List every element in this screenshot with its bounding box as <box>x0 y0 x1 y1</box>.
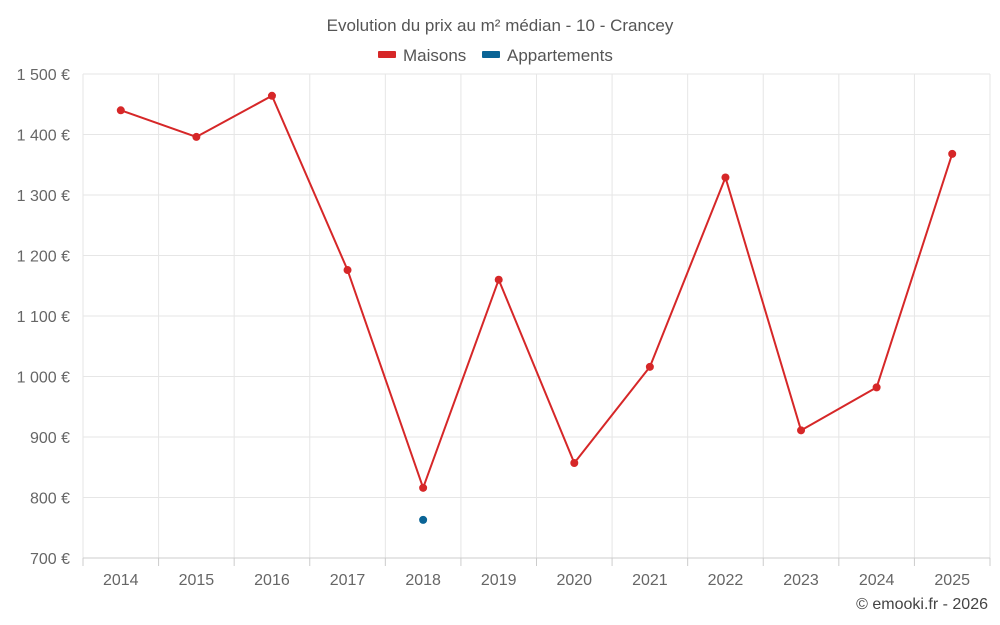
data-point-maisons-2023[interactable] <box>797 426 806 435</box>
data-point-maisons-2025[interactable] <box>948 149 957 158</box>
x-tick-label-2015: 2015 <box>179 572 215 589</box>
data-point-appartements-2018[interactable] <box>419 515 428 524</box>
x-tick-label-2023: 2023 <box>783 572 819 589</box>
data-point-maisons-2015[interactable] <box>192 132 201 141</box>
x-axis-labels: 2014 2015 2016 2017 2018 2019 2020 2021 2022 2023… <box>103 572 970 589</box>
data-point-maisons-2019[interactable] <box>494 275 503 284</box>
data-point-maisons-2024[interactable] <box>872 383 881 392</box>
legend-item-appartements[interactable]: Appartements <box>482 46 613 65</box>
y-tick-label-1400: 1 400 € <box>17 128 70 145</box>
series-line-maisons <box>120 94 954 489</box>
y-tick-label-1200: 1 200 € <box>17 249 70 266</box>
x-tick-label-2022: 2022 <box>708 572 744 589</box>
y-tick-label-700: 700 € <box>30 551 70 568</box>
axes <box>82 557 991 566</box>
data-point-maisons-2022[interactable] <box>721 173 730 182</box>
y-tick-label-1000: 1 000 € <box>17 370 70 387</box>
x-tick-label-2016: 2016 <box>254 572 290 589</box>
data-point-maisons-2016[interactable] <box>267 91 276 100</box>
series-maisons <box>116 91 957 492</box>
x-tick-label-2018: 2018 <box>405 572 441 589</box>
x-tick-label-2024: 2024 <box>859 572 895 589</box>
data-point-maisons-2014[interactable] <box>116 106 125 115</box>
y-axis-labels: 700 € 800 € 900 € 1 000 € 1 100 € 1 200 € 1 30… <box>17 67 70 568</box>
legend-label-appartements: Appartements <box>507 46 613 65</box>
series <box>116 91 957 524</box>
credit-text: © emooki.fr - 2026 <box>856 596 988 613</box>
chart-title: Evolution du prix au m² médian - 10 - Cr… <box>327 16 674 35</box>
legend-swatch-maisons <box>378 51 396 58</box>
data-point-maisons-2018[interactable] <box>419 483 428 492</box>
y-tick-label-1100: 1 100 € <box>17 309 70 326</box>
x-tick-label-2021: 2021 <box>632 572 668 589</box>
x-tick-label-2014: 2014 <box>103 572 139 589</box>
data-point-maisons-2020[interactable] <box>570 459 579 468</box>
x-tick-label-2019: 2019 <box>481 572 517 589</box>
data-point-maisons-2021[interactable] <box>645 362 654 371</box>
legend-item-maisons[interactable]: Maisons <box>378 46 466 65</box>
series-appartements <box>419 515 428 524</box>
y-tick-label-1300: 1 300 € <box>17 188 70 205</box>
legend: Maisons Appartements <box>378 46 613 65</box>
y-tick-label-900: 900 € <box>30 430 70 447</box>
legend-label-maisons: Maisons <box>403 46 466 65</box>
data-point-maisons-2017[interactable] <box>343 266 352 275</box>
y-tick-label-1500: 1 500 € <box>17 67 70 84</box>
legend-swatch-appartements <box>482 51 500 58</box>
x-tick-label-2017: 2017 <box>330 572 366 589</box>
grid <box>82 73 991 558</box>
x-tick-label-2020: 2020 <box>556 572 592 589</box>
x-tick-label-2025: 2025 <box>934 572 970 589</box>
y-tick-label-800: 800 € <box>30 491 70 508</box>
